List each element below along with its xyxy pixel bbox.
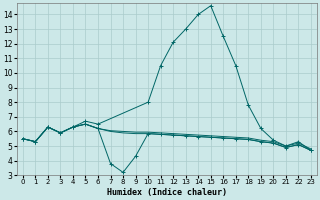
- X-axis label: Humidex (Indice chaleur): Humidex (Indice chaleur): [107, 188, 227, 197]
